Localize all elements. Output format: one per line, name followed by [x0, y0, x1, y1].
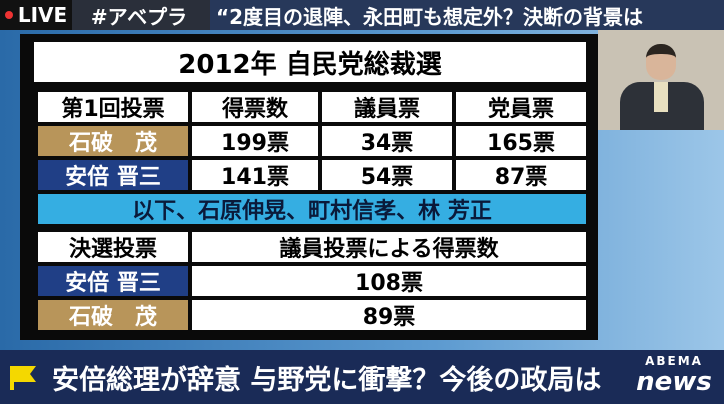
candidate-name: 安倍 晋三 — [38, 160, 188, 190]
table-title: 2012年 自民党総裁選 — [34, 42, 586, 82]
note-row: 以下、石原伸晃、町村信孝、林 芳正 — [38, 194, 586, 224]
live-label: LIVE — [0, 0, 72, 30]
flag-icon — [10, 366, 36, 390]
presenter-shirt — [654, 82, 668, 112]
candidate-name: 石破 茂 — [38, 126, 188, 156]
vote-count: 141票 — [192, 160, 318, 190]
live-text: LIVE — [17, 3, 68, 27]
hashtag: #アベプラ — [90, 4, 188, 29]
vote-count: 89票 — [192, 300, 586, 330]
logo: ABEMA news — [628, 354, 720, 402]
row-header: 決選投票 — [38, 232, 188, 262]
candidate-name: 安倍 晋三 — [38, 266, 188, 296]
candidate-name: 石破 茂 — [38, 300, 188, 330]
logo-bottom: news — [636, 367, 712, 397]
presenter-video — [598, 30, 724, 130]
top-bar: LIVE #アベプラ “2度目の退陣、永田町も想定外？決断の背景は — [0, 0, 724, 30]
column-header: 得票数 — [192, 92, 318, 122]
caption: 安倍総理が辞意 与野党に衝撃？今後の政局は — [52, 364, 602, 396]
vote-count: 34票 — [322, 126, 452, 156]
row-header: 第1回投票 — [38, 92, 188, 122]
vote-count: 108票 — [192, 266, 586, 296]
logo-top: ABEMA — [645, 354, 703, 368]
presenter-head — [646, 44, 676, 80]
vote-count: 54票 — [322, 160, 452, 190]
vote-count: 87票 — [456, 160, 586, 190]
flag-shape — [10, 366, 36, 390]
vote-count: 165票 — [456, 126, 586, 156]
live-dot — [4, 11, 13, 19]
column-header: 議員投票による得票数 — [192, 232, 586, 262]
bottom-banner: 安倍総理が辞意 与野党に衝撃？今後の政局は ABEMA news — [0, 350, 724, 404]
vote-count: 199票 — [192, 126, 318, 156]
headline: “2度目の退陣、永田町も想定外？決断の背景は — [210, 0, 724, 30]
column-header: 党員票 — [456, 92, 586, 122]
column-header: 議員票 — [322, 92, 452, 122]
